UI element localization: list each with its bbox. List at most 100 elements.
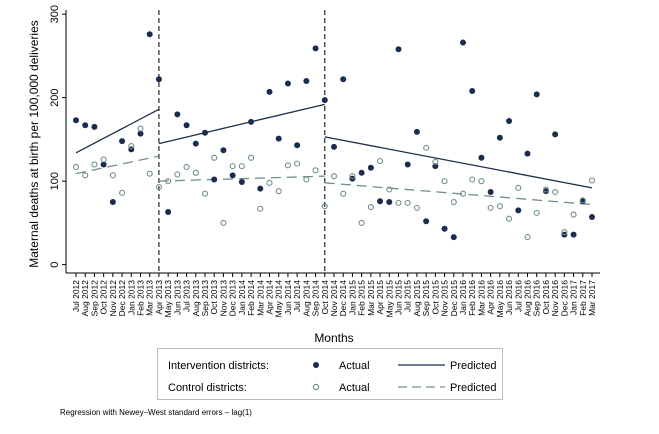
x-tick-label: Dec 2015 [449,280,459,317]
intervention-predicted-line [324,136,593,189]
control-actual-point [506,215,513,222]
x-tick-label: Sep 2014 [311,280,321,317]
control-actual-point [533,209,540,216]
x-tick-label: May 2013 [163,280,173,318]
control-actual-point [257,205,264,212]
control-actual-point [478,178,485,185]
control-actual-point [284,162,291,169]
control-actual-point [441,178,448,185]
intervention-actual-point [229,172,236,179]
intervention-actual-point [450,234,457,241]
x-tick-label: Apr 2014 [265,280,275,315]
x-tick-label: Aug 2013 [191,280,201,317]
x-tick-label: Feb 2017 [578,280,588,316]
x-tick-label: Oct 2013 [209,280,219,315]
intervention-actual-point [533,91,540,98]
intervention-actual-point [82,122,89,129]
intervention-actual-point [248,118,255,125]
intervention-actual-point [404,161,411,168]
legend-control-actual-marker [312,383,320,391]
x-tick-label: Sep 2012 [89,280,99,317]
x-tick-label: Dec 2013 [228,280,238,317]
intervention-actual-point [294,142,301,149]
x-tick-label: Nov 2012 [108,280,118,317]
x-tick-label: Sep 2015 [421,280,431,317]
control-actual-point [515,184,522,191]
intervention-actual-point [367,164,374,171]
legend-intervention-predicted-label: Predicted [450,360,496,372]
intervention-actual-point [386,199,393,206]
legend-control-predicted-label: Predicted [450,382,496,394]
intervention-actual-point [192,140,199,147]
control-actual-point [432,158,439,166]
x-tick-label: Dec 2014 [338,280,348,317]
control-actual-point [91,161,98,168]
control-actual-point [312,167,319,174]
legend-intervention-actual-label: Actual [339,360,370,372]
x-tick-label: May 2016 [495,280,505,318]
intervention-predicted-line [158,103,325,145]
control-actual-point [588,177,596,184]
predicted-lines [75,103,593,206]
control-actual-point [321,203,328,210]
axes: 0 100 200 300 [49,5,600,277]
x-tick-label: May 2015 [384,280,394,318]
x-tick-label: Jul 2013 [182,280,192,312]
intervention-actual-point [155,76,162,83]
intervention-actual-point [542,188,549,195]
intervention-actual-point [496,134,503,141]
control-actual-point [395,199,402,206]
control-actual-point [579,197,586,204]
intervention-actual-point [331,143,337,150]
x-tick-label: Dec 2016 [559,280,569,317]
x-tick-label: Nov 2016 [550,280,560,317]
x-tick-label: Jan 2013 [126,280,136,315]
y-axis-label: Maternal deaths at birth per 100,000 del… [27,20,41,267]
intervention-actual-point [570,231,577,238]
x-tick-label: Jun 2016 [504,280,514,315]
intervention-actual-point [423,218,430,225]
y-tick-label: 100 [49,172,61,190]
control-actual-point [413,204,420,211]
y-tick-label: 0 [49,262,61,268]
control-actual-point [146,170,153,177]
footnote: Regression with Newey–West standard erro… [60,408,252,417]
x-tick-label: Jan 2014 [237,280,247,315]
control-actual-point [275,188,282,195]
control-actual-point [377,158,384,165]
x-tick-label: Aug 2012 [80,280,90,317]
x-tick-label: Jun 2015 [394,280,404,315]
control-actual-point [570,211,577,218]
control-actual-point [137,125,144,132]
intervention-actual-point [146,31,153,38]
control-actual-point [248,154,255,161]
x-tick-label: Oct 2015 [430,280,440,315]
y-tick-label: 300 [49,5,61,23]
control-actual-point [174,171,181,178]
intervention-actual-point [358,169,365,176]
intervention-actual-point [460,39,466,46]
control-actual-point [220,219,227,226]
x-tick-label: Feb 2015 [357,280,367,316]
x-tick-label: Nov 2015 [440,280,450,317]
x-tick-labels: Jul 2012 Aug 2012 Sep 2012 Oct 2012 Nov 2012… [71,280,597,318]
intervention-actual-point [211,176,218,183]
control-actual-point [459,190,467,197]
x-axis-label: Months [314,331,353,345]
x-tick-label: Mar 2016 [476,280,486,316]
intervention-actual-point [137,130,144,137]
x-tick-label: Oct 2014 [320,280,330,315]
x-tick-label: Sep 2013 [200,280,210,317]
intervention-actual-point [202,129,208,136]
control-actual-point [119,189,126,196]
legend-intervention-actual-marker [313,362,319,368]
control-actual-point [128,143,135,150]
control-actual-point [165,178,172,185]
control-actual-point [404,199,411,206]
control-actual-point [524,234,531,241]
intervention-actual-point [478,154,485,161]
intervention-actual-point [377,198,384,205]
intervention-predicted-line [75,108,160,154]
x-tick-label: Nov 2013 [218,280,228,317]
x-tick-label: Jan 2017 [569,280,579,315]
